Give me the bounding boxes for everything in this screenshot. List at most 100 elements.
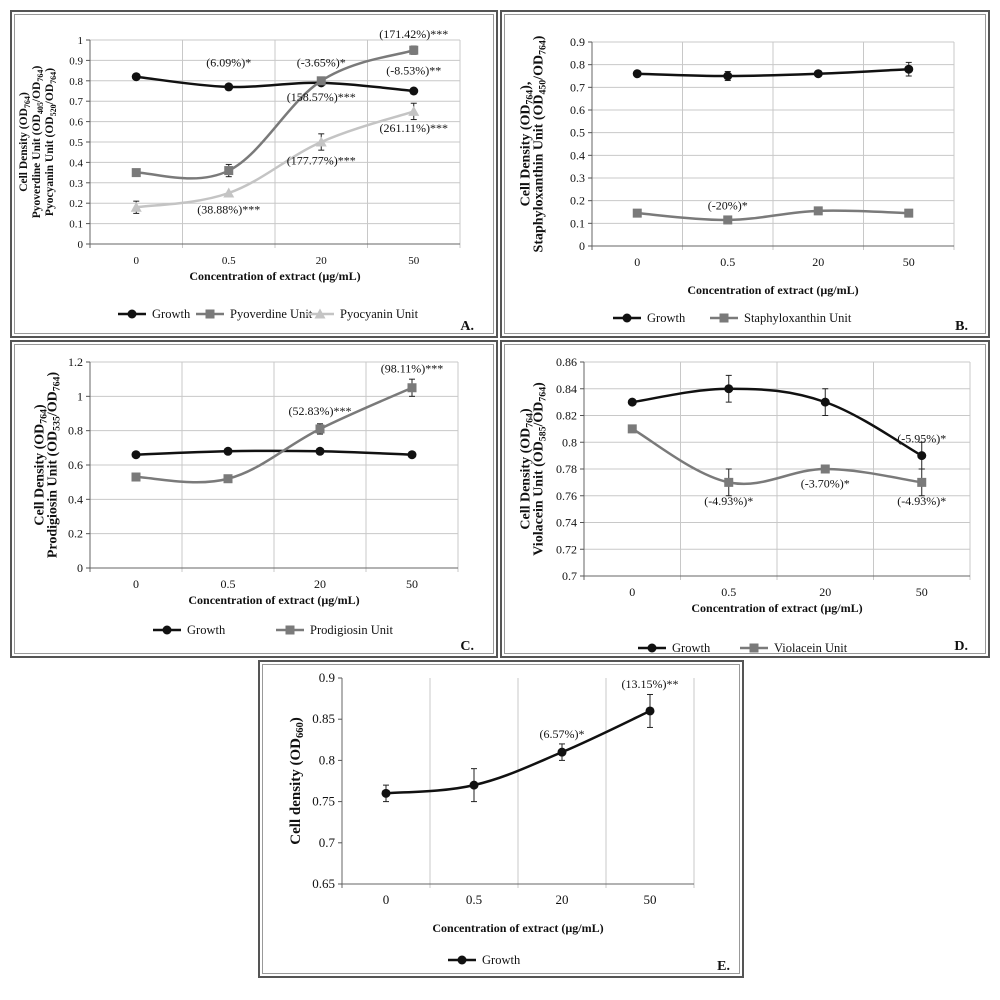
chart-d-data-point	[724, 384, 734, 394]
chart-a-x-tick-label: 0.5	[222, 255, 236, 267]
chart-c-x-tick-label: 20	[314, 577, 326, 591]
chart-e-y-tick-label: 0.9	[319, 670, 335, 685]
chart-c-y-axis-label: Cell Density (OD764)	[33, 404, 50, 526]
chart-e-x-tick-label: 20	[556, 892, 569, 907]
chart-d-y-tick-label: 0.82	[556, 409, 577, 423]
chart-b-svg: 0 0.1 0.2 0.3 0.4 0.5 0.6 0.7 0.8 0.9 0 0.5 20 50 Conc…	[519, 35, 969, 334]
chart-d-series-line	[632, 387, 923, 457]
chart-d-series-line	[631, 427, 922, 486]
chart-a-y-tick-label: 0.7	[69, 96, 83, 108]
chart-c-data-point	[315, 446, 325, 456]
chart-panel-e: 0.65 0.7 0.75 0.8 0.85 0.9 0 0.5 20 50 Concentrati…	[258, 660, 744, 978]
chart-c-legend: Growth Prodigiosin Unit	[153, 623, 394, 637]
chart-d-legend-label: Growth	[672, 641, 711, 655]
chart-d-legend-marker	[749, 643, 759, 653]
chart-a-data-point	[223, 187, 235, 198]
chart-c-data-point	[223, 446, 233, 456]
chart-e-x-tick-label: 50	[644, 892, 657, 907]
chart-d-annotation: (-3.70%)*	[801, 477, 850, 491]
chart-b-legend-marker	[719, 313, 729, 323]
chart-b-legend-marker	[622, 313, 632, 323]
chart-a-y-tick-label: 0.1	[69, 219, 83, 231]
chart-b-data-point	[723, 215, 733, 225]
chart-d-y-axis-label: Violacein Unit (OD585/OD764)	[532, 382, 549, 556]
chart-c-svg: 0 0.2 0.4 0.6 0.8 1 1.2 0 0.5 20 50 Concentration o…	[33, 355, 475, 654]
chart-a-series-pyoverdine-unit	[131, 45, 419, 180]
chart-e-y-tick-label: 0.7	[319, 835, 336, 850]
chart-d-x-tick-label: 20	[819, 585, 831, 599]
chart-e-x-ticks: 0 0.5 20 50	[383, 892, 657, 907]
chart-c-y-tick-label: 0.8	[68, 424, 83, 438]
chart-c-legend-marker	[162, 625, 172, 635]
chart-a-annotation: (-8.53%)**	[386, 64, 441, 78]
chart-d-data-point	[820, 464, 830, 474]
chart-c-x-tick-label: 0	[133, 577, 139, 591]
chart-e-y-axis-label: Cell density (OD660)	[288, 717, 306, 844]
chart-e-y-ticks: 0.65 0.7 0.75 0.8 0.85 0.9	[312, 670, 342, 891]
chart-e-annotations: (6.57%)* (13.15%)**	[540, 677, 679, 741]
chart-b-y-tick-label: 0.6	[570, 103, 585, 117]
chart-b-data-point	[904, 64, 914, 74]
chart-b-panel-letter: B.	[955, 319, 968, 334]
chart-d-data-point	[724, 477, 734, 487]
chart-a-y-tick-label: 0.4	[69, 157, 83, 169]
chart-a-y-axis-label: Pyocyanin Unit (OD520/OD764)	[44, 68, 58, 216]
chart-b-series-line	[637, 209, 909, 222]
chart-b-gridlines	[591, 41, 955, 250]
chart-a-data-point	[130, 201, 142, 212]
chart-b-y-tick-label: 0.7	[570, 80, 585, 94]
chart-d-series-violacein-unit	[627, 424, 927, 497]
chart-a-annotation: (158.57%)***	[287, 90, 356, 104]
chart-b-x-tick-label: 0	[634, 255, 640, 269]
chart-c-y-tick-label: 0.4	[68, 492, 83, 506]
chart-a-series-line	[136, 49, 415, 180]
chart-c-y-tick-label: 1.2	[68, 355, 83, 369]
chart-a-y-tick-label: 0.3	[69, 178, 83, 190]
chart-b-data-point	[632, 208, 642, 218]
chart-c-y-tick-label: 0.6	[68, 458, 83, 472]
chart-a-data-point	[409, 45, 419, 55]
chart-a-x-tick-label: 0	[134, 255, 140, 267]
chart-a-y-tick-label: 0.2	[69, 198, 83, 210]
chart-b-series-staphyloxanthin-unit	[632, 206, 914, 225]
chart-d-annotation: (-4.93%)*	[897, 494, 946, 508]
chart-a-x-tick-label: 20	[316, 255, 328, 267]
chart-a-data-point	[224, 82, 234, 92]
chart-d-x-tick-label: 50	[916, 585, 928, 599]
chart-c-x-ticks: 0 0.5 20 50	[133, 577, 418, 591]
chart-b-x-ticks: 0 0.5 20 50	[634, 255, 915, 269]
chart-b-data-point	[813, 69, 823, 79]
chart-a-x-ticks: 0 0.5 20 50	[134, 255, 420, 267]
chart-c-x-tick-label: 0.5	[221, 577, 236, 591]
chart-d-data-point	[627, 424, 637, 434]
chart-a-data-point	[316, 76, 326, 86]
chart-a-legend-label: Growth	[152, 307, 191, 321]
chart-b-data-point	[723, 71, 733, 81]
chart-b-x-tick-label: 20	[812, 255, 824, 269]
chart-b-x-tick-label: 50	[903, 255, 915, 269]
chart-b-y-tick-label: 0.1	[570, 216, 585, 230]
chart-a-y-axis-label: Cell Density (OD764)	[18, 92, 32, 192]
chart-a-data-point	[131, 72, 141, 82]
chart-a-annotations: (6.09%)* (-3.65%)* (171.42%)*** (-8.53%)** (…	[197, 27, 448, 216]
chart-b-y-tick-label: 0.3	[570, 171, 585, 185]
chart-d-y-axis-label: Cell Density (OD764)	[519, 408, 536, 530]
chart-c-legend-label: Growth	[187, 623, 226, 637]
chart-d-x-axis-label: Concentration of extract (µg/mL)	[691, 601, 862, 615]
chart-c-data-point	[407, 383, 417, 393]
chart-d-annotation: (-4.93%)*	[704, 494, 753, 508]
chart-e-x-tick-label: 0	[383, 892, 390, 907]
chart-d-y-tick-label: 0.72	[556, 542, 577, 556]
chart-d-annotation: (-5.95%)*	[897, 431, 946, 445]
chart-a-y-axis-label: Pyoverdine Unit (OD405/OD764)	[31, 66, 45, 219]
chart-b-y-axis-label: Cell Density (OD764),	[519, 82, 536, 207]
chart-d-data-point	[820, 397, 830, 407]
chart-c-series-line	[135, 449, 413, 456]
chart-e-data-point	[381, 788, 391, 798]
chart-d-x-tick-label: 0.5	[721, 585, 736, 599]
chart-d-x-ticks: 0 0.5 20 50	[629, 585, 928, 599]
chart-e-gridlines	[341, 678, 695, 888]
chart-b-series-growth	[632, 61, 914, 82]
chart-b-y-ticks: 0 0.1 0.2 0.3 0.4 0.5 0.6 0.7 0.8 0.9	[570, 35, 592, 253]
chart-c-data-point	[131, 450, 141, 460]
